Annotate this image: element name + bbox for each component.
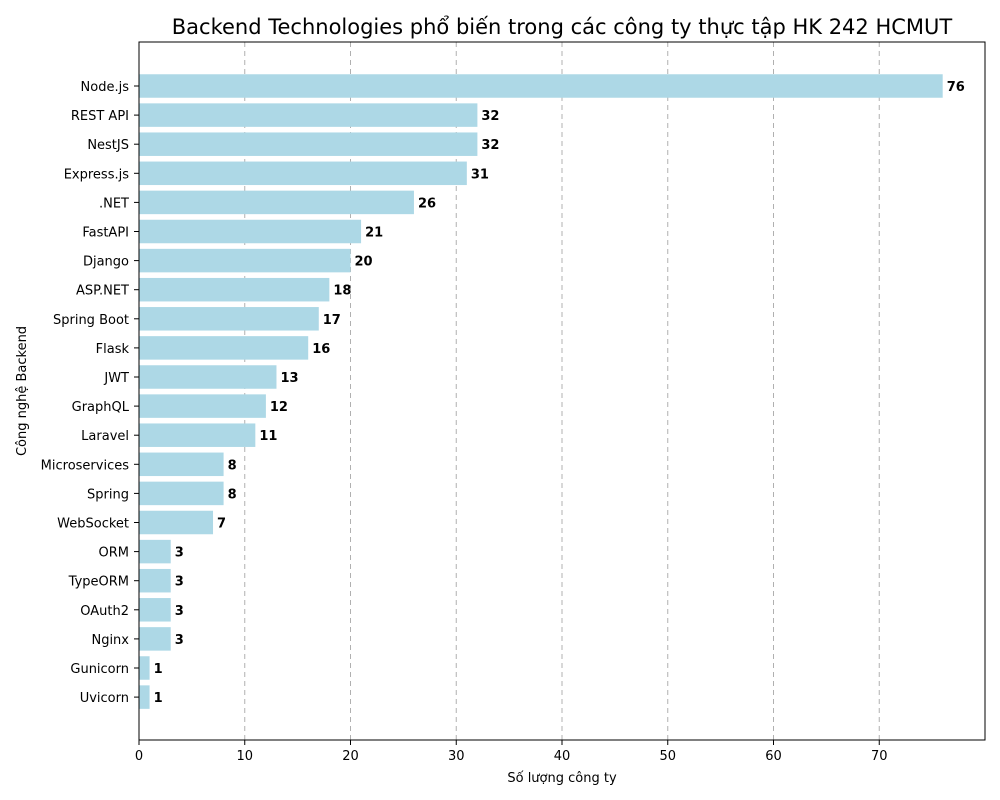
data-label: 1	[154, 691, 163, 706]
bar	[139, 161, 467, 186]
x-tick-label: 50	[659, 749, 676, 764]
y-tick-label: Microservices	[41, 458, 130, 473]
x-axis-label: Số lượng công ty	[507, 771, 617, 786]
bar	[139, 103, 478, 127]
y-tick-label: FastAPI	[82, 226, 129, 241]
y-tick-label: ORM	[99, 546, 129, 561]
bars	[139, 74, 943, 709]
data-label: 3	[175, 604, 184, 619]
x-axis: 0 10 20 30 40 50 60 70	[135, 740, 888, 764]
bar	[139, 685, 150, 709]
bar	[139, 568, 171, 593]
bar	[139, 74, 943, 98]
data-label: 32	[481, 138, 499, 153]
y-tick-label: WebSocket	[57, 517, 129, 532]
y-tick-label: NestJS	[87, 138, 129, 153]
y-tick-label: Gunicorn	[70, 662, 129, 677]
y-tick-label: .NET	[99, 196, 129, 211]
y-tick-label: Spring Boot	[53, 313, 129, 328]
x-tick-label: 60	[765, 749, 782, 764]
y-tick-label: Django	[83, 255, 129, 270]
y-tick-label: Nginx	[91, 633, 129, 648]
data-label: 3	[175, 633, 184, 648]
bar	[139, 365, 277, 389]
x-tick-label: 30	[448, 749, 465, 764]
data-label: 76	[947, 80, 965, 95]
y-tick-label: Express.js	[64, 167, 130, 182]
data-label: 1	[154, 662, 163, 677]
bar	[139, 190, 414, 215]
y-tick-label: Laravel	[81, 429, 129, 444]
data-label: 16	[312, 342, 330, 357]
y-tick-label: REST API	[71, 109, 129, 124]
y-tick-label: JWT	[103, 371, 129, 386]
y-tick-label: TypeORM	[68, 575, 129, 590]
y-axis-label: Công nghệ Backend	[15, 326, 30, 456]
data-label: 3	[175, 575, 184, 590]
data-label: 7	[217, 517, 226, 532]
y-tick-label: Node.js	[81, 80, 130, 95]
x-tick-label: 20	[342, 749, 359, 764]
data-label: 21	[365, 226, 383, 241]
bar	[139, 132, 478, 156]
x-tick-label: 70	[871, 749, 888, 764]
bar	[139, 656, 150, 680]
bar	[139, 277, 330, 302]
data-label: 8	[228, 487, 237, 502]
y-tick-label: ASP.NET	[76, 284, 129, 299]
bar	[139, 598, 171, 622]
data-label: 8	[228, 458, 237, 473]
bar	[139, 627, 171, 651]
data-label: 18	[333, 284, 351, 299]
data-label: 11	[259, 429, 277, 444]
data-label: 17	[323, 313, 341, 328]
y-tick-label: Uvicorn	[80, 691, 129, 706]
bar	[139, 394, 266, 418]
bar	[139, 336, 309, 360]
data-label: 26	[418, 196, 436, 211]
data-label: 3	[175, 546, 184, 561]
bar	[139, 219, 362, 244]
data-label: 12	[270, 400, 288, 415]
plot-frame	[138, 41, 986, 741]
x-tick-label: 10	[236, 749, 253, 764]
y-tick-label: OAuth2	[80, 604, 129, 619]
y-tick-label: Flask	[96, 342, 130, 357]
data-label: 20	[355, 255, 373, 270]
y-tick-label: Spring	[87, 487, 129, 502]
data-label: 31	[471, 167, 489, 182]
bar	[139, 423, 256, 447]
bar	[139, 539, 171, 564]
chart-title: Backend Technologies phổ biến trong các …	[172, 15, 953, 39]
data-label: 32	[481, 109, 499, 124]
bar	[139, 481, 224, 506]
bar	[139, 452, 224, 477]
x-tick-label: 0	[135, 749, 143, 764]
bar	[139, 307, 319, 331]
data-label: 13	[280, 371, 298, 386]
y-tick-label: GraphQL	[72, 400, 130, 415]
bar	[139, 510, 214, 535]
bar	[139, 248, 351, 273]
x-tick-label: 40	[554, 749, 571, 764]
y-axis: Node.js REST API NestJS Express.js .NET FastA…	[41, 80, 139, 706]
